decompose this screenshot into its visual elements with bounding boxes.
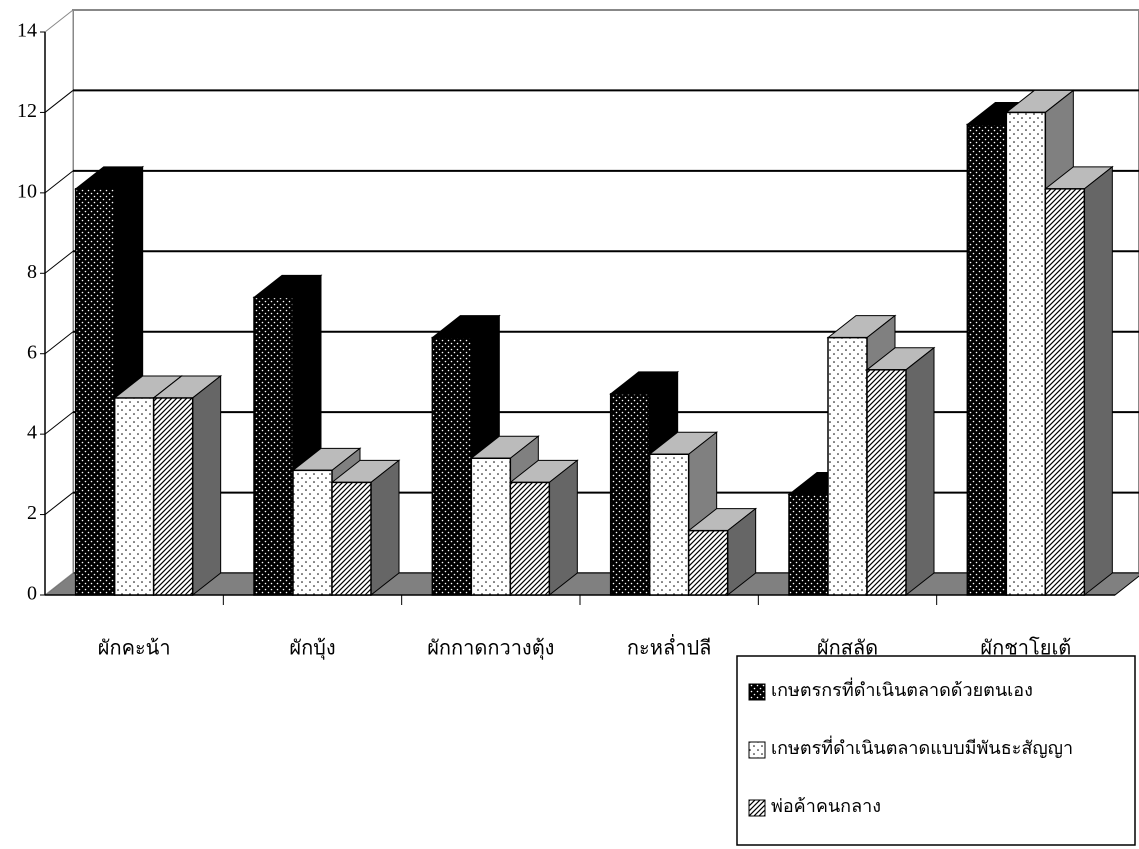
bar-front bbox=[966, 123, 1008, 596]
bar-front bbox=[866, 369, 907, 596]
x-tick-label: ผักกาดกวางตุ้ง bbox=[427, 638, 554, 661]
side-wall bbox=[44, 8, 74, 597]
bar-front bbox=[470, 457, 512, 596]
y-tick-label: 14 bbox=[17, 20, 37, 42]
grid-line-side bbox=[44, 411, 74, 435]
bar bbox=[508, 459, 579, 597]
legend-swatch bbox=[748, 683, 766, 701]
bar-side bbox=[548, 459, 578, 597]
y-tick-label: 10 bbox=[17, 180, 37, 202]
bar-front bbox=[687, 529, 729, 596]
bar-front bbox=[648, 453, 690, 596]
legend-label: เกษตรที่ดำเนินตลาดแบบมีพันธะสัญญา bbox=[771, 735, 1073, 758]
bar-side bbox=[1083, 165, 1113, 597]
bar bbox=[152, 374, 223, 597]
bar bbox=[1043, 165, 1114, 597]
grid-line-side bbox=[44, 492, 74, 515]
y-tick-label: 0 bbox=[27, 583, 37, 605]
bar bbox=[252, 274, 323, 597]
bar-side bbox=[905, 346, 935, 597]
bar-front bbox=[292, 469, 333, 596]
bar-front bbox=[431, 336, 473, 596]
bar-front bbox=[331, 481, 372, 596]
legend-label: พ่อค้าคนกลาง bbox=[771, 796, 881, 816]
x-tick-label: ผักชาโยเต้ bbox=[980, 637, 1071, 660]
legend-box bbox=[736, 655, 1136, 846]
bar-front bbox=[609, 393, 651, 596]
grid-line-side bbox=[44, 250, 74, 274]
x-tick-label: ผักบุ้ง bbox=[289, 638, 335, 661]
y-tick-label: 8 bbox=[27, 261, 37, 283]
grid-line-side bbox=[44, 90, 74, 113]
bar-front bbox=[827, 336, 868, 596]
grid-line-side bbox=[44, 170, 74, 194]
legend-swatch bbox=[748, 741, 766, 759]
bar-front bbox=[74, 188, 116, 596]
y-tick-label: 6 bbox=[27, 341, 37, 363]
bar bbox=[865, 346, 936, 597]
legend-label: เกษตรกรที่ดำเนินตลาดด้วยตนเอง bbox=[771, 677, 1033, 700]
bar-front bbox=[113, 397, 155, 596]
y-tick-label: 4 bbox=[27, 422, 37, 444]
bar-side bbox=[192, 374, 222, 597]
grid-line-side bbox=[44, 331, 74, 355]
x-tick-label: กะหล่ำปลี bbox=[627, 634, 711, 660]
bar bbox=[687, 507, 758, 597]
back-wall bbox=[72, 9, 1139, 574]
bar-front bbox=[509, 481, 551, 596]
y-tick-label: 12 bbox=[17, 100, 37, 122]
x-tick-label: ผักสลัด bbox=[817, 638, 878, 660]
bar-front bbox=[788, 493, 829, 596]
bar-front bbox=[152, 397, 194, 596]
x-tick-label: ผักคะน้า bbox=[98, 638, 171, 660]
bar-front bbox=[253, 296, 294, 596]
bar-side bbox=[370, 459, 400, 597]
bar-front bbox=[1044, 188, 1086, 596]
y-tick-label: 2 bbox=[27, 502, 37, 524]
bar-front bbox=[1005, 111, 1047, 596]
legend-swatch bbox=[748, 799, 766, 817]
bar bbox=[330, 459, 401, 597]
